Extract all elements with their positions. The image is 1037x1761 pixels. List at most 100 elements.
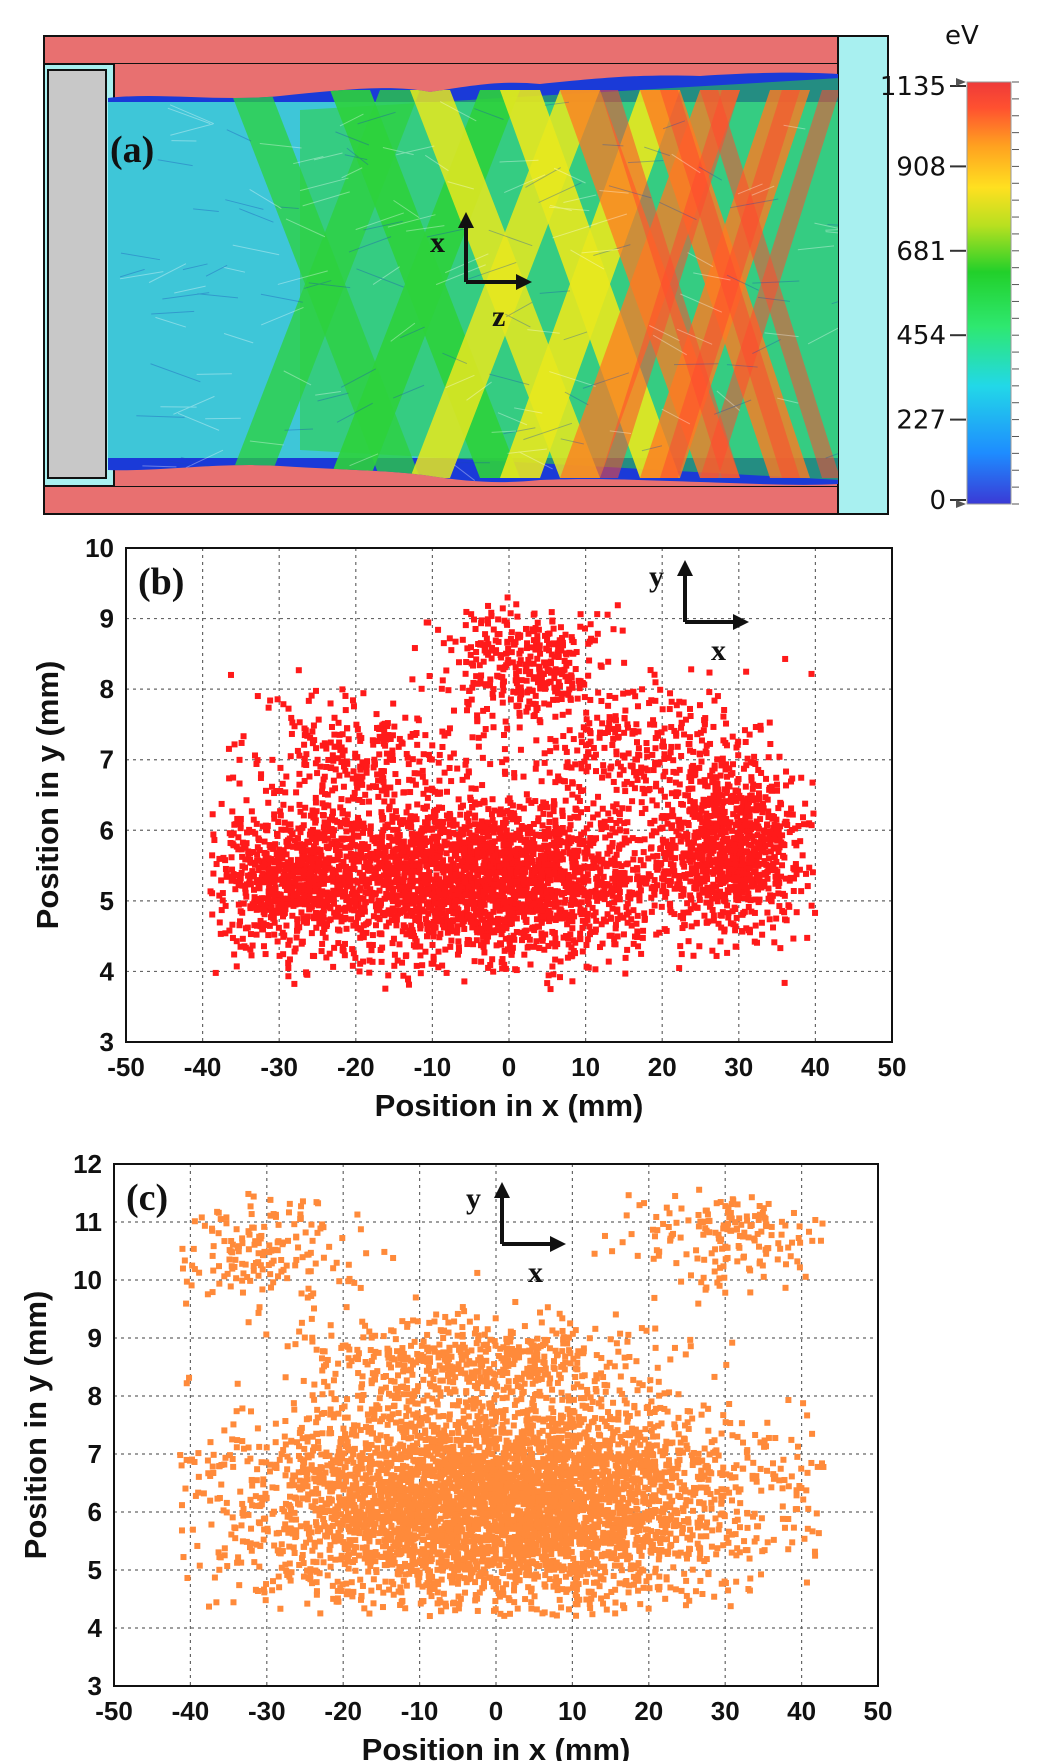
beam-texture-line xyxy=(442,352,468,364)
data-point xyxy=(511,904,518,911)
data-point xyxy=(374,834,381,841)
data-point xyxy=(666,881,673,888)
data-point xyxy=(286,937,293,944)
data-point xyxy=(326,828,333,835)
data-point xyxy=(727,819,734,826)
data-point xyxy=(717,912,724,919)
data-point xyxy=(544,804,551,811)
data-point xyxy=(538,866,545,873)
data-point xyxy=(707,861,714,868)
data-point xyxy=(319,898,326,905)
data-point xyxy=(580,874,587,881)
data-point xyxy=(294,856,301,863)
beam-texture-line xyxy=(499,159,539,163)
data-point xyxy=(783,782,790,789)
data-point xyxy=(283,922,290,929)
data-point xyxy=(271,878,278,885)
data-point xyxy=(585,640,592,647)
data-point xyxy=(699,868,706,875)
data-point xyxy=(604,611,611,618)
data-point xyxy=(606,844,613,851)
data-point xyxy=(537,650,544,657)
data-point xyxy=(671,868,678,875)
data-point xyxy=(545,861,552,868)
data-point xyxy=(352,897,359,904)
data-point xyxy=(559,639,566,646)
data-point xyxy=(278,903,285,910)
beam-texture-line xyxy=(827,223,838,228)
beam-texture-line xyxy=(488,229,533,247)
data-point xyxy=(551,653,558,660)
data-point xyxy=(624,919,631,926)
data-point xyxy=(306,882,313,889)
beam-texture-line xyxy=(506,301,533,318)
data-point xyxy=(712,892,719,899)
data-point xyxy=(766,864,773,871)
data-point xyxy=(250,849,257,856)
data-point xyxy=(253,820,260,827)
data-point xyxy=(709,906,716,913)
data-point xyxy=(238,846,245,853)
colorbar-tick-label: 227 xyxy=(896,406,946,436)
data-point xyxy=(643,879,650,886)
data-point xyxy=(810,810,817,817)
data-point xyxy=(516,650,523,657)
data-point xyxy=(585,877,592,884)
beam-texture-line xyxy=(363,220,403,231)
data-point xyxy=(554,690,561,697)
data-point xyxy=(469,833,476,840)
beam-texture-line xyxy=(155,316,187,328)
data-point xyxy=(558,891,565,898)
data-point xyxy=(294,892,301,899)
data-point xyxy=(386,868,393,875)
data-point xyxy=(392,858,399,865)
data-point xyxy=(400,817,407,824)
data-point xyxy=(404,844,411,851)
data-point xyxy=(530,836,537,843)
data-point xyxy=(255,904,262,911)
data-point xyxy=(616,880,623,887)
data-point xyxy=(598,698,605,705)
data-point xyxy=(452,638,459,645)
beam-texture-line xyxy=(223,333,254,344)
data-point xyxy=(625,750,632,757)
data-point xyxy=(775,890,782,897)
data-point xyxy=(519,825,526,832)
beam-texture-line xyxy=(549,204,572,212)
data-point xyxy=(742,827,749,834)
data-point xyxy=(745,904,752,911)
beam-texture-line xyxy=(507,448,547,454)
data-point xyxy=(300,883,307,890)
data-point xyxy=(561,658,568,665)
data-point xyxy=(389,818,396,825)
data-point xyxy=(312,839,319,846)
data-point xyxy=(374,876,381,883)
data-point xyxy=(313,876,320,883)
data-point xyxy=(571,847,578,854)
data-point xyxy=(426,869,433,876)
data-point xyxy=(451,903,458,910)
beam-texture-line xyxy=(671,153,701,174)
data-point xyxy=(429,825,436,832)
data-point xyxy=(553,843,560,850)
data-point xyxy=(392,878,399,885)
data-point xyxy=(706,903,713,910)
data-point xyxy=(487,823,494,830)
data-point xyxy=(463,659,470,666)
data-point xyxy=(503,662,510,669)
data-point xyxy=(680,886,687,893)
data-point xyxy=(549,861,556,868)
data-point xyxy=(661,755,668,762)
data-point xyxy=(534,633,541,640)
data-point xyxy=(600,916,607,923)
data-point xyxy=(519,937,526,944)
data-point xyxy=(458,912,465,919)
data-point xyxy=(584,916,591,923)
data-point xyxy=(678,752,685,759)
data-point xyxy=(319,875,326,882)
data-point xyxy=(213,861,220,868)
data-point xyxy=(339,836,346,843)
data-point xyxy=(319,888,326,895)
beam-texture-line xyxy=(390,322,416,342)
data-point xyxy=(550,808,557,815)
